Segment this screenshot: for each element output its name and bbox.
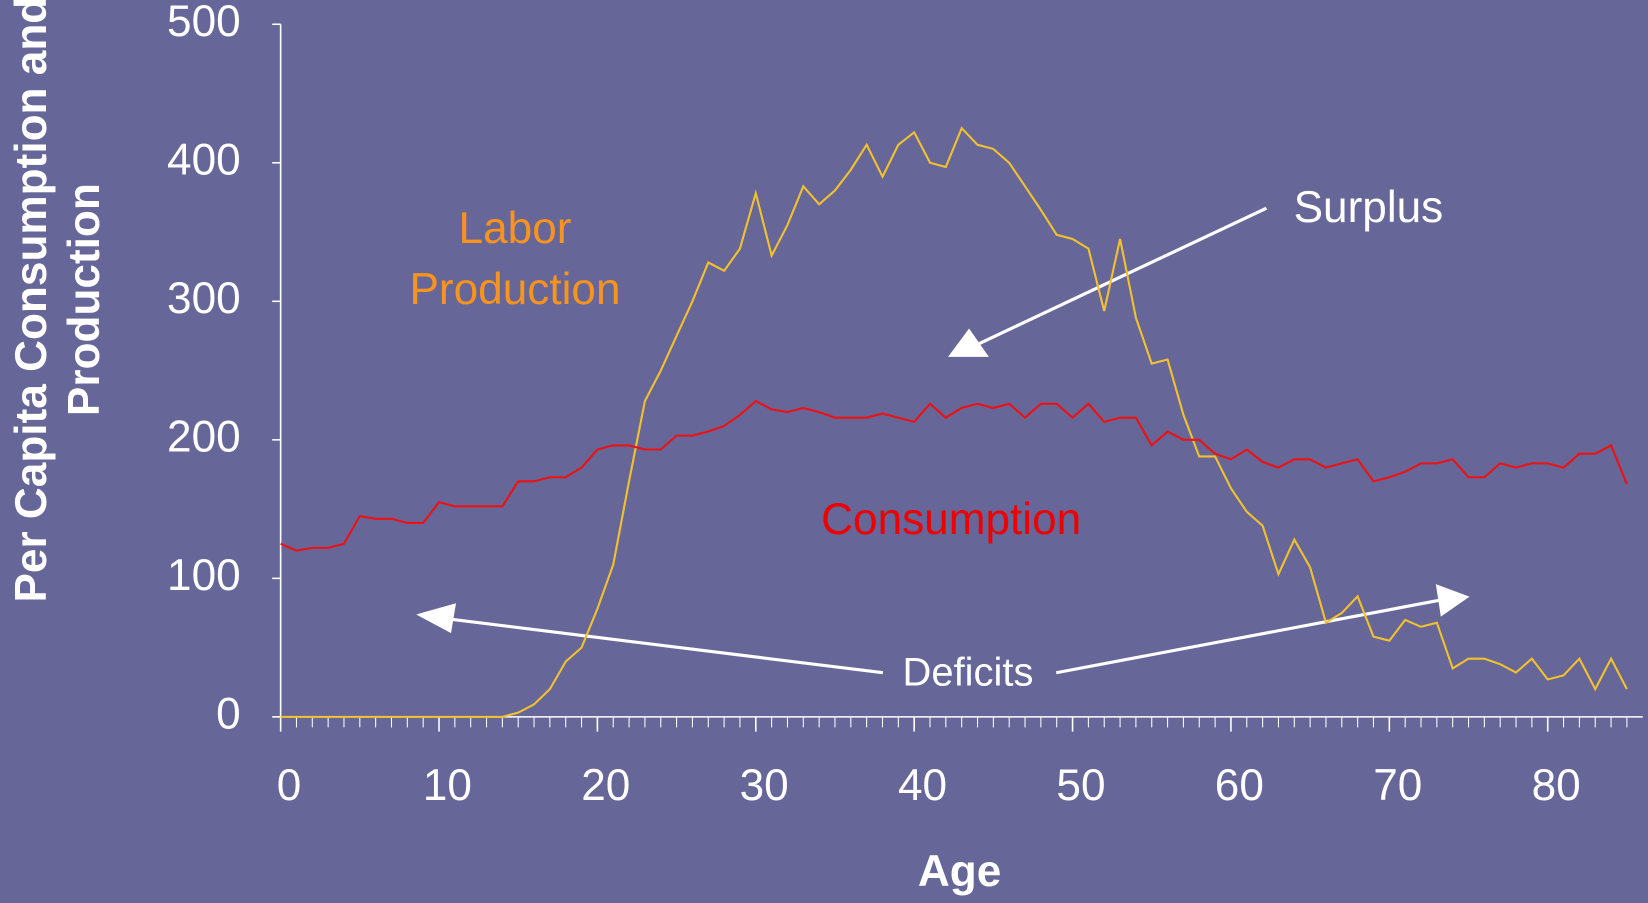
annotation: Deficits <box>903 650 1034 694</box>
series-line <box>280 399 1628 552</box>
y-axis-label: Per Capita Consumption and Production <box>6 0 109 603</box>
series-line <box>280 126 1628 718</box>
annotation: Surplus <box>1294 183 1444 232</box>
x-tick-label: 40 <box>898 761 947 810</box>
series-label: Consumption <box>821 495 1081 544</box>
arrow <box>441 616 884 675</box>
series-label-box: Labor Production <box>409 202 621 314</box>
series-label: Labor Production <box>409 202 621 314</box>
arrow <box>1055 597 1446 675</box>
y-tick-label: 200 <box>167 412 241 461</box>
arrow <box>971 206 1268 349</box>
x-tick-label: 30 <box>740 761 789 810</box>
x-tick-label: 10 <box>423 761 472 810</box>
x-tick-label: 60 <box>1215 761 1264 810</box>
y-axis-label-box: Per Capita Consumption and Production <box>6 0 109 603</box>
arrow-head <box>416 603 457 634</box>
y-tick-label: 400 <box>167 135 241 184</box>
x-tick-label: 70 <box>1373 761 1422 810</box>
x-axis-label: Age <box>918 847 1001 896</box>
x-tick-label: 0 <box>277 761 302 810</box>
arrows <box>416 206 1470 675</box>
y-tick-label: 500 <box>167 0 241 46</box>
x-tick-label: 80 <box>1532 761 1581 810</box>
x-tick-label: 50 <box>1056 761 1105 810</box>
arrow-head <box>1435 584 1470 617</box>
y-tick-label: 300 <box>167 274 241 323</box>
y-tick-label: 0 <box>216 690 241 739</box>
arrow-head <box>948 328 989 357</box>
x-tick-label: 20 <box>581 761 630 810</box>
y-tick-label: 100 <box>167 551 241 600</box>
